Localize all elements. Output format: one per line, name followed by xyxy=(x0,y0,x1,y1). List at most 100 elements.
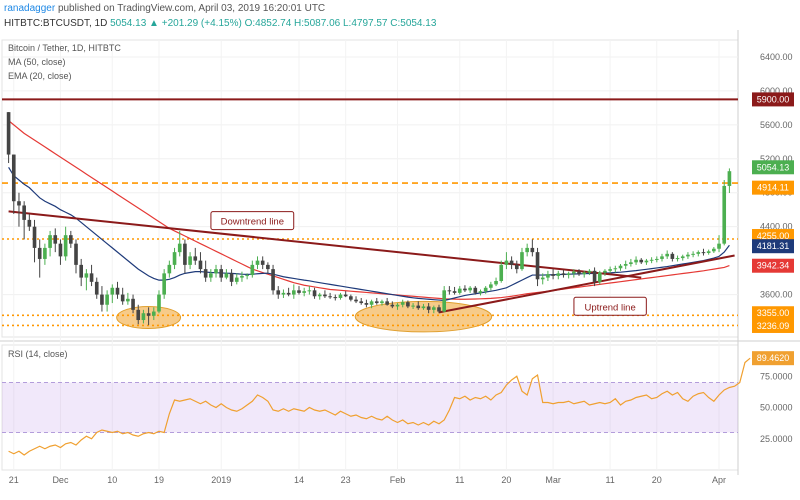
candle xyxy=(338,292,343,300)
rsi-last-label: 89.4620 xyxy=(757,353,790,363)
candle xyxy=(22,201,26,240)
candle xyxy=(32,219,37,263)
candle-body xyxy=(343,294,348,297)
candle xyxy=(577,269,581,276)
candle xyxy=(354,296,358,304)
candle-body xyxy=(546,274,550,278)
candle xyxy=(380,299,384,306)
candle-body xyxy=(629,262,633,265)
candle xyxy=(587,269,592,276)
candle-body xyxy=(328,296,332,298)
candle-body xyxy=(281,292,286,295)
candle-body xyxy=(385,301,389,305)
price-tick-label: 6400.00 xyxy=(760,52,793,62)
candle xyxy=(572,269,576,278)
candle-body xyxy=(701,252,706,254)
candle xyxy=(110,284,115,304)
candle xyxy=(203,260,208,282)
candle xyxy=(291,284,296,299)
candle xyxy=(333,294,338,301)
candle-body xyxy=(172,252,177,265)
price-tag-label: 5900.00 xyxy=(757,94,790,104)
candle-body xyxy=(141,313,146,321)
candle-body xyxy=(457,288,462,293)
candle-body xyxy=(136,309,141,321)
candle-body xyxy=(566,273,571,276)
price-tag: 3942.34 xyxy=(752,258,794,273)
candle xyxy=(146,307,151,326)
candle-body xyxy=(660,256,664,259)
candle xyxy=(229,269,234,287)
price-tag: 5054.13 xyxy=(752,160,794,175)
candle xyxy=(27,213,32,231)
candle-body xyxy=(115,287,120,295)
candle xyxy=(525,243,529,257)
candle xyxy=(639,258,644,265)
candle xyxy=(722,180,727,246)
candle-body xyxy=(229,273,234,282)
candle xyxy=(634,256,638,265)
candle xyxy=(307,286,312,295)
candle xyxy=(556,270,561,280)
candle xyxy=(675,255,680,262)
candle-body xyxy=(276,290,281,295)
x-tick-label: 21 xyxy=(9,475,19,485)
candle-body xyxy=(686,254,690,257)
candle xyxy=(359,297,364,305)
candle-body xyxy=(654,258,659,260)
candle xyxy=(219,264,224,282)
price-tick-label: 3600.00 xyxy=(760,290,793,300)
rsi-last-tag: 89.4620 xyxy=(752,351,794,366)
candle-body xyxy=(240,275,244,278)
candle-body xyxy=(432,307,436,310)
price-tick-label: 4400.00 xyxy=(760,222,793,232)
candle-body xyxy=(266,264,270,270)
candle-body xyxy=(520,252,524,270)
candle xyxy=(151,307,156,321)
ma50-legend: MA (50, close) xyxy=(8,57,66,67)
candle xyxy=(302,287,306,297)
candle xyxy=(468,286,472,293)
ema20-line xyxy=(8,166,730,302)
candle-body xyxy=(323,294,327,297)
candle-body xyxy=(665,253,669,257)
candle-body xyxy=(193,256,198,261)
candle-body xyxy=(234,277,239,282)
candle xyxy=(131,294,135,314)
price-tag-label: 4181.31 xyxy=(757,241,790,251)
candle xyxy=(426,303,431,314)
candle-body xyxy=(307,290,312,292)
candle xyxy=(649,257,654,264)
candle-body xyxy=(338,294,343,298)
price-tag: 4181.31 xyxy=(752,239,794,254)
price-tag: 4914.11 xyxy=(752,180,794,195)
candle xyxy=(266,262,270,274)
candle-body xyxy=(219,269,224,278)
candle xyxy=(618,264,623,271)
candle-body xyxy=(634,259,638,263)
candle-body xyxy=(94,281,99,295)
candle xyxy=(234,273,239,285)
candle-body xyxy=(291,290,296,295)
candle-body xyxy=(551,274,555,276)
candle-body xyxy=(447,290,452,292)
candle xyxy=(281,289,286,298)
annotation-label: Uptrend line xyxy=(585,302,636,313)
price-tag-label: 4255.00 xyxy=(757,231,790,241)
candle-body xyxy=(530,247,535,253)
candle-body xyxy=(286,292,291,295)
price-tick-label: 5200.00 xyxy=(760,154,793,164)
price-tag-bg xyxy=(752,306,794,321)
candle-body xyxy=(58,243,63,257)
candle-body xyxy=(43,247,47,259)
candle xyxy=(712,247,716,253)
candle-body xyxy=(203,269,208,278)
candle xyxy=(473,286,478,295)
candle xyxy=(540,273,545,285)
candle xyxy=(706,249,711,255)
candle-body xyxy=(11,154,16,202)
candle-body xyxy=(79,264,84,278)
candle xyxy=(457,286,462,295)
candle-body xyxy=(297,290,301,293)
